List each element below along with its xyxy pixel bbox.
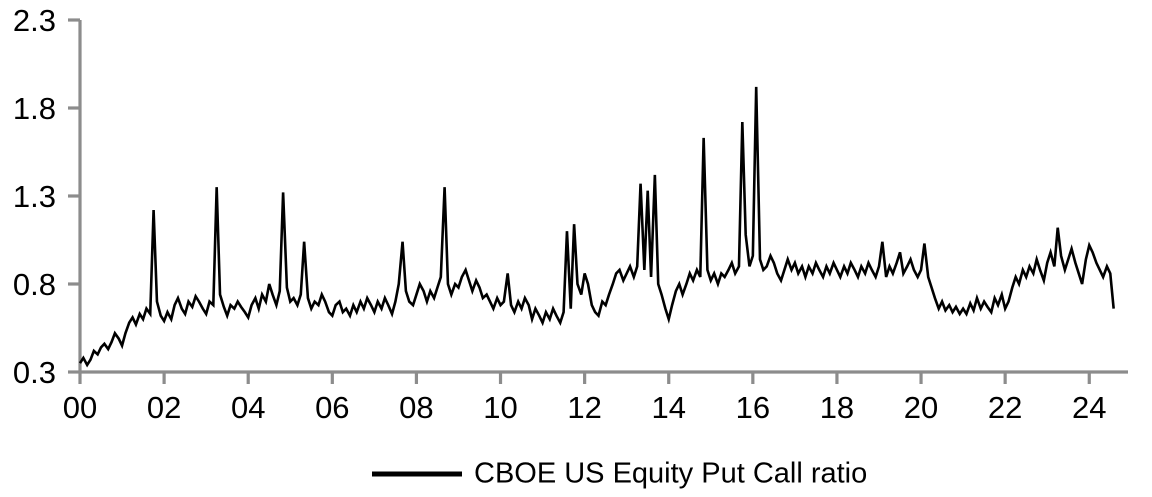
legend-label: CBOE US Equity Put Call ratio bbox=[474, 458, 867, 490]
y-axis-ticks: 0.3 0.8 1.3 1.8 2.3 bbox=[13, 3, 80, 390]
x-tick-label: 00 bbox=[63, 390, 97, 425]
x-tick-label: 10 bbox=[483, 390, 517, 425]
x-tick-label: 22 bbox=[988, 390, 1022, 425]
y-tick-label: 1.8 bbox=[13, 91, 56, 126]
y-tick-label: 0.8 bbox=[13, 267, 56, 302]
x-tick-label: 04 bbox=[231, 390, 265, 425]
y-tick-label: 1.3 bbox=[13, 179, 56, 214]
x-tick-label: 02 bbox=[147, 390, 181, 425]
y-tick-label: 0.3 bbox=[13, 355, 56, 390]
x-tick-label: 20 bbox=[904, 390, 938, 425]
x-tick-label: 18 bbox=[820, 390, 854, 425]
x-tick-label: 16 bbox=[736, 390, 770, 425]
x-axis-ticks: 00 02 04 06 08 10 12 14 16 18 20 22 24 bbox=[63, 372, 1106, 425]
x-tick-label: 08 bbox=[399, 390, 433, 425]
series-line-cboe-us-equity-put-call-ratio bbox=[78, 86, 1115, 368]
legend: CBOE US Equity Put Call ratio bbox=[372, 458, 867, 490]
x-tick-label: 12 bbox=[567, 390, 601, 425]
x-tick-label: 14 bbox=[651, 390, 685, 425]
x-tick-label: 06 bbox=[315, 390, 349, 425]
x-tick-label: 24 bbox=[1072, 390, 1106, 425]
y-tick-label: 2.3 bbox=[13, 3, 56, 38]
